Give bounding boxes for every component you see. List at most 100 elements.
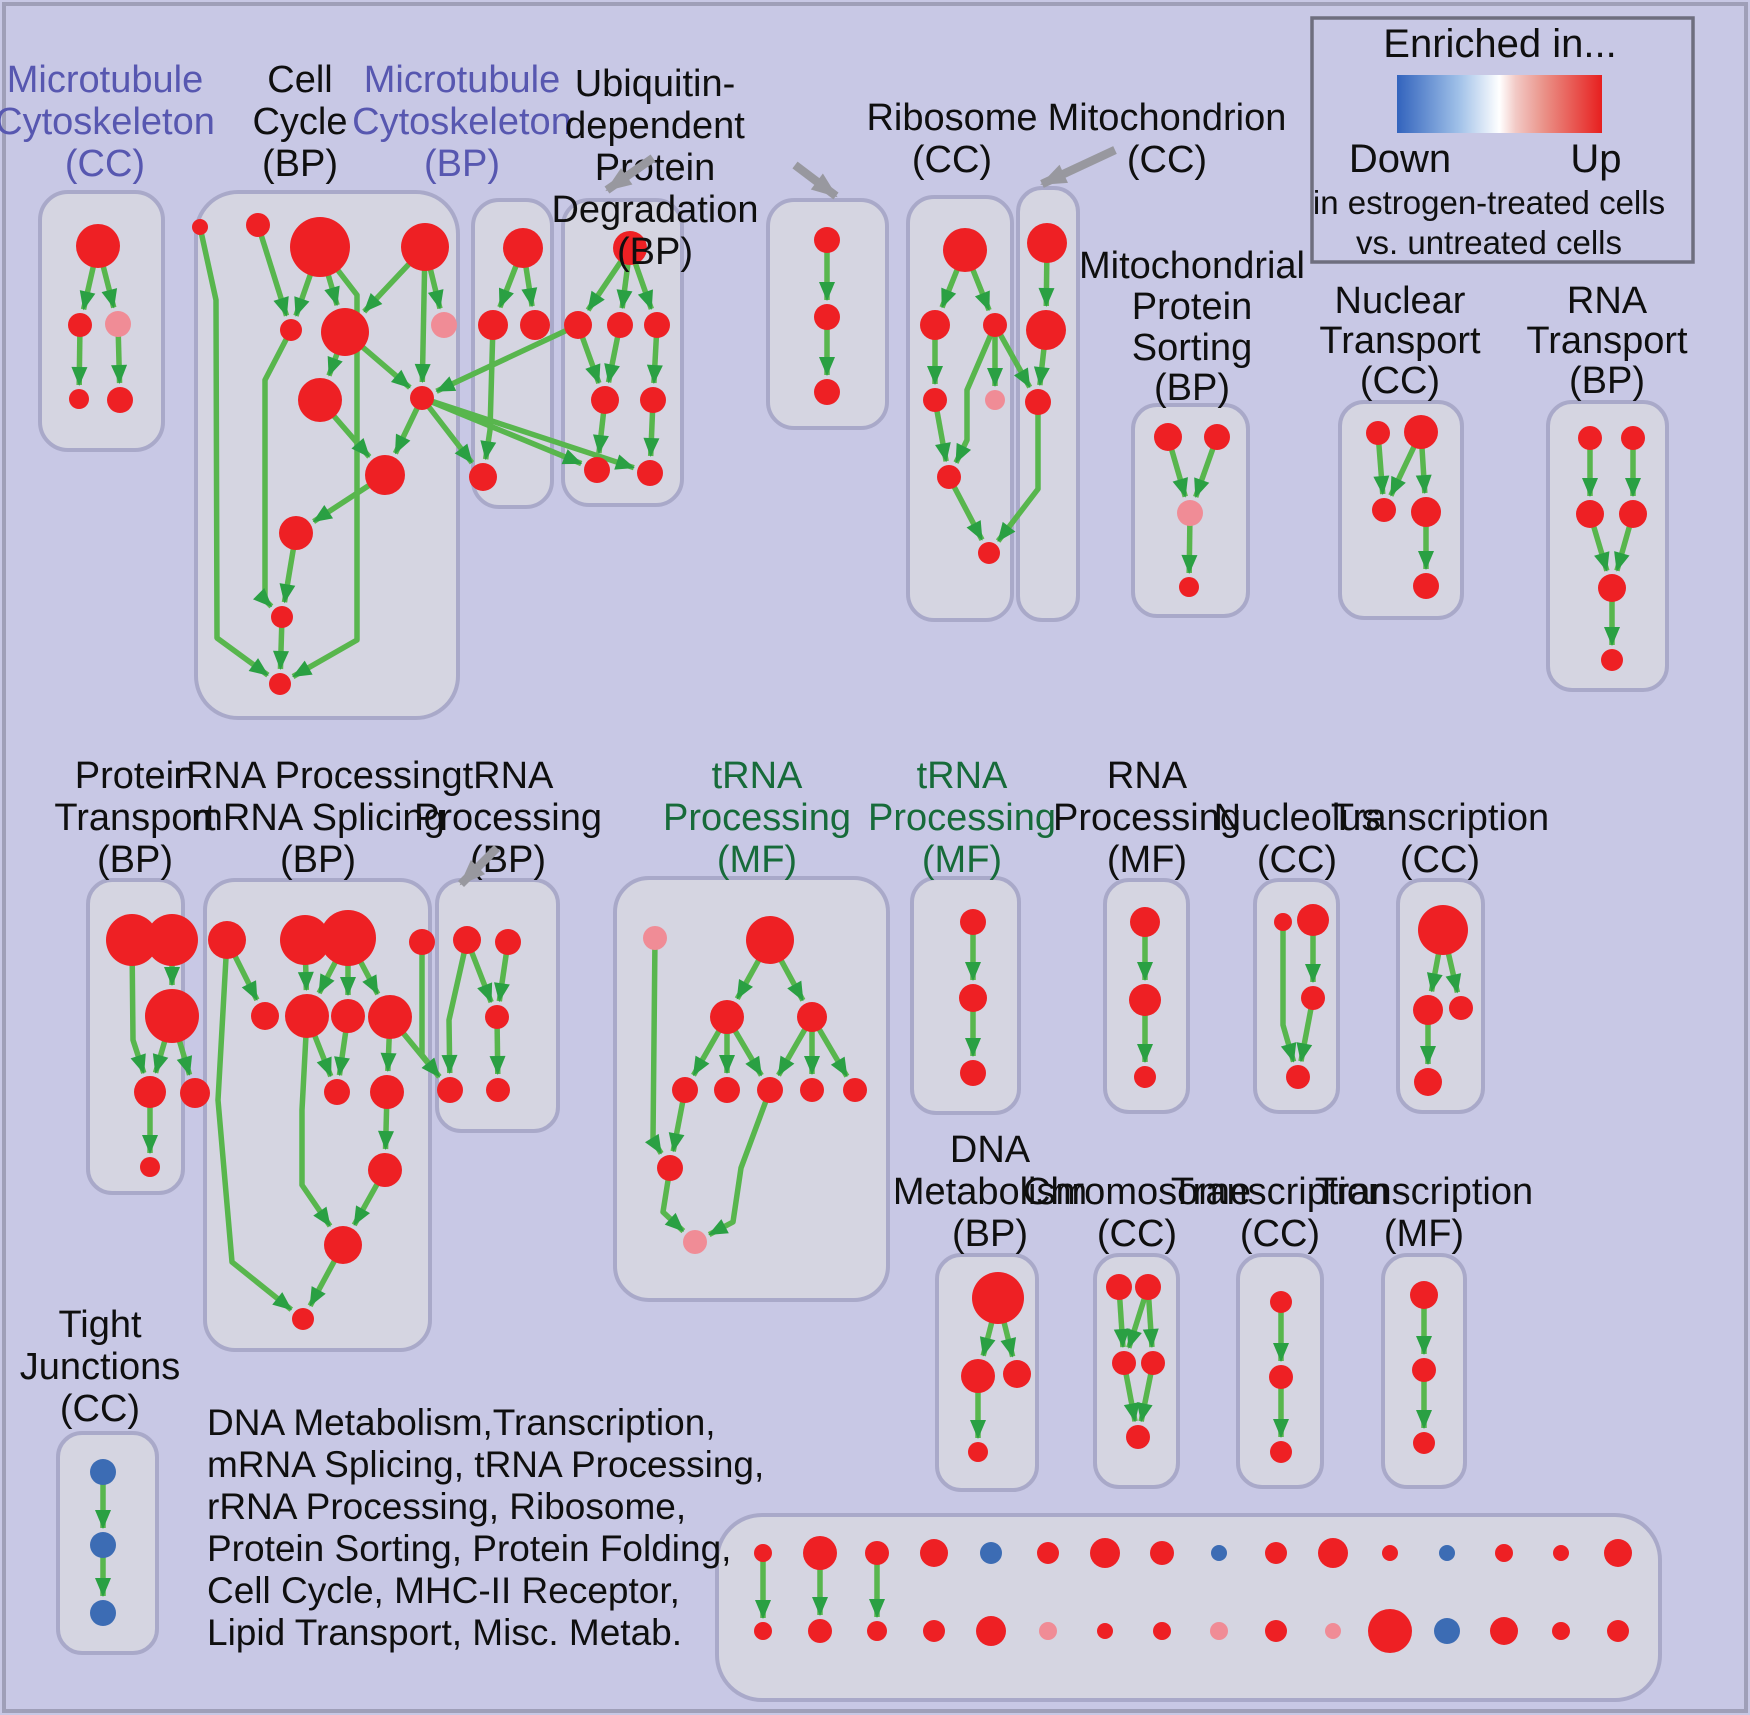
node-rrna-g2 bbox=[280, 915, 330, 965]
node-rrna-g9 bbox=[324, 1079, 350, 1105]
node-txcc2-w1 bbox=[1270, 1291, 1292, 1313]
cluster-label-mtbp: Microtubule bbox=[364, 59, 560, 101]
node-trnamf1-f1 bbox=[746, 916, 794, 964]
cluster-label-rnamf: Processing bbox=[1053, 797, 1241, 839]
node-mtbp-m4 bbox=[469, 463, 497, 491]
node-rnat-s6 bbox=[1601, 649, 1623, 671]
cluster-label-pt: Protein bbox=[75, 755, 195, 797]
cluster-label-mito: Mitochondrion bbox=[1048, 97, 1287, 139]
node-chrom-e2 bbox=[1135, 1274, 1161, 1300]
edge bbox=[253, 328, 294, 609]
cluster-box-strip bbox=[715, 1513, 1662, 1702]
node-ribo-r6 bbox=[937, 465, 961, 489]
node-trnamf1-f4 bbox=[672, 1077, 698, 1103]
cluster-label-nuct: Transport bbox=[1319, 320, 1481, 362]
cluster-label-nuct: Nuclear bbox=[1335, 280, 1466, 322]
node-mito-k1 bbox=[1027, 223, 1067, 263]
cluster-label-mtbp: Cytoskeleton bbox=[352, 101, 572, 143]
cluster-box-rnat bbox=[1546, 400, 1669, 692]
edge bbox=[480, 324, 497, 461]
cluster-label-rnat: Transport bbox=[1526, 320, 1688, 362]
node-mtcc-b bbox=[68, 313, 92, 337]
cluster-label-mito: (CC) bbox=[1127, 139, 1207, 181]
node-rrna-g8 bbox=[368, 995, 412, 1039]
bottom-strip-cluster bbox=[715, 1513, 1662, 1702]
node-rrna-g7 bbox=[331, 999, 365, 1033]
node-strip-14-bottom bbox=[1552, 1622, 1570, 1640]
edge bbox=[644, 937, 664, 1155]
cluster-box-trnamf1 bbox=[613, 876, 890, 1302]
node-nuct-q3 bbox=[1372, 498, 1396, 522]
node-cc-n7 bbox=[431, 312, 457, 338]
node-strip-5-top bbox=[1037, 1542, 1059, 1564]
node-trnabp-c5 bbox=[486, 1078, 510, 1102]
node-rnamf-i3 bbox=[1134, 1066, 1156, 1088]
cluster-label-mps: Mitochondrial bbox=[1079, 245, 1305, 287]
node-strip-15-bottom bbox=[1607, 1620, 1629, 1642]
cluster-label-txcc2: (CC) bbox=[1240, 1213, 1320, 1255]
node-ribo-r4 bbox=[923, 388, 947, 412]
node-mtcc-c bbox=[105, 311, 131, 337]
node-mtcc-e bbox=[107, 387, 133, 413]
node-strip-3-bottom bbox=[923, 1620, 945, 1642]
edge bbox=[129, 939, 147, 1074]
legend-gradient-bar bbox=[1397, 75, 1602, 133]
node-chrom-e1 bbox=[1106, 1274, 1132, 1300]
node-cc-n11 bbox=[271, 606, 293, 628]
node-tight-y2 bbox=[90, 1532, 116, 1558]
cluster-label-rnat: RNA bbox=[1567, 280, 1648, 322]
cluster-label-txmf: Transcription bbox=[1315, 1171, 1533, 1213]
node-mps-p4 bbox=[1179, 577, 1199, 597]
cluster-label-pt: Transport bbox=[54, 797, 216, 839]
node-chrom-e4 bbox=[1141, 1351, 1165, 1375]
edge bbox=[1280, 922, 1297, 1063]
cluster-label-txcc1: Transcription bbox=[1331, 797, 1549, 839]
floating-label-0: (BP) bbox=[617, 231, 693, 273]
edge bbox=[421, 395, 635, 471]
node-ribo-r7 bbox=[978, 542, 1000, 564]
node-pt-t4 bbox=[134, 1076, 166, 1108]
node-mito-k3 bbox=[1025, 389, 1051, 415]
node-trnamf1-f5 bbox=[714, 1077, 740, 1103]
text-block-line-4: Cell Cycle, MHC-II Receptor, bbox=[207, 1570, 680, 1611]
node-dnam-d3 bbox=[1003, 1360, 1031, 1388]
node-chrom-e5 bbox=[1126, 1425, 1150, 1449]
node-strip-0-top bbox=[754, 1544, 772, 1562]
node-trnamf1-f6 bbox=[757, 1077, 783, 1103]
node-trnabp-c3 bbox=[485, 1005, 509, 1029]
node-mtcc-d bbox=[69, 389, 89, 409]
cluster-label-mtcc: Microtubule bbox=[7, 59, 203, 101]
node-tight-y1 bbox=[90, 1459, 116, 1485]
node-strip-11-bottom bbox=[1368, 1609, 1412, 1653]
cluster-label-trnamf2: (MF) bbox=[922, 839, 1002, 881]
edge bbox=[953, 323, 998, 464]
node-strip-6-bottom bbox=[1097, 1623, 1113, 1639]
node-strip-12-bottom bbox=[1434, 1618, 1460, 1644]
legend-box bbox=[1310, 16, 1695, 264]
node-chrom-e3 bbox=[1112, 1351, 1136, 1375]
node-ub1-u1 bbox=[613, 231, 647, 265]
floating-label-0: Ubiquitin- bbox=[575, 63, 736, 105]
node-mtbp-m1 bbox=[503, 228, 543, 268]
node-trnamf1-f2 bbox=[710, 1000, 744, 1034]
cluster-box-rrna bbox=[203, 878, 432, 1352]
legend-up-label: Up bbox=[1570, 137, 1621, 181]
node-ribo-r5 bbox=[985, 390, 1005, 410]
legend: Enriched in... Down Up in estrogen-treat… bbox=[1310, 16, 1695, 264]
node-ub1-u2 bbox=[564, 311, 592, 339]
cluster-label-rnamf: (MF) bbox=[1107, 839, 1187, 881]
node-pt-t1 bbox=[106, 914, 158, 966]
node-rnat-s3 bbox=[1576, 500, 1604, 528]
edge bbox=[197, 226, 270, 678]
cluster-label-ribo: (CC) bbox=[912, 139, 992, 181]
node-trnabp-c4 bbox=[437, 1077, 463, 1103]
node-cc-n6 bbox=[321, 308, 369, 356]
cluster-label-rrna: mRNA Splicing bbox=[191, 797, 444, 839]
node-strip-5-bottom bbox=[1039, 1622, 1057, 1640]
node-pt-t2 bbox=[146, 914, 198, 966]
node-rrna-g10 bbox=[370, 1075, 404, 1109]
node-strip-9-bottom bbox=[1265, 1620, 1287, 1642]
node-pt-t3 bbox=[145, 989, 199, 1043]
